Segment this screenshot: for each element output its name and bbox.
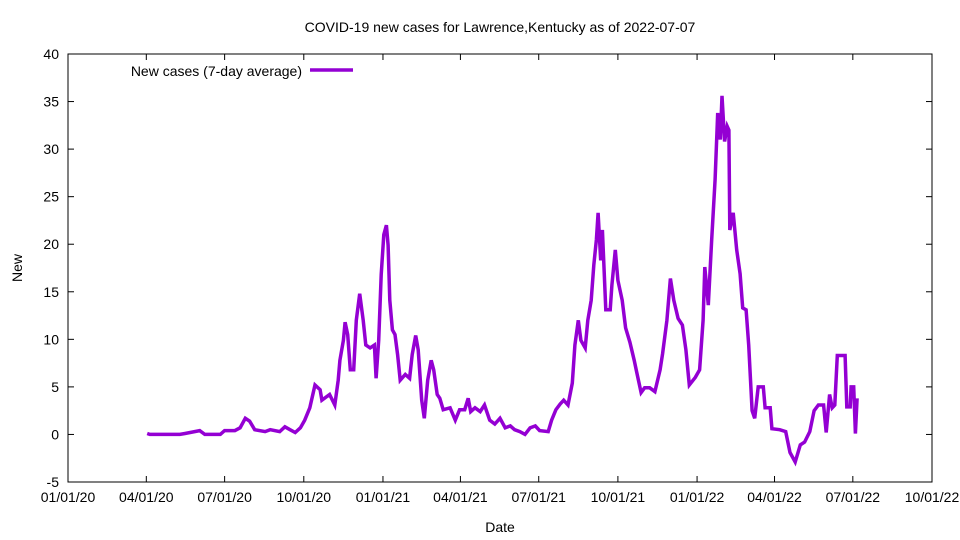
y-axis-label: New (9, 253, 25, 282)
x-tick-label: 04/01/22 (747, 489, 802, 505)
x-tick-label: 04/01/21 (433, 489, 488, 505)
legend: New cases (7-day average) (131, 63, 353, 79)
x-tick-label: 07/01/21 (511, 489, 566, 505)
x-tick-label: 01/01/20 (41, 489, 96, 505)
y-tick-label: 35 (43, 94, 59, 110)
legend-label: New cases (7-day average) (131, 63, 302, 79)
y-tick-label: 0 (51, 426, 59, 442)
x-tick-label: 04/01/20 (119, 489, 174, 505)
series-line-new-cases (146, 95, 859, 467)
y-tick-label: 30 (43, 141, 59, 157)
chart-title: COVID-19 new cases for Lawrence,Kentucky… (305, 19, 696, 35)
x-tick-label: 10/01/20 (277, 489, 332, 505)
x-tick-label: 10/01/22 (905, 489, 960, 505)
x-tick-label: 07/01/20 (197, 489, 252, 505)
x-tick-label: 01/01/21 (356, 489, 411, 505)
y-tick-label: 40 (43, 46, 59, 62)
x-tick-label: 07/01/22 (826, 489, 881, 505)
x-tick-label: 01/01/22 (670, 489, 725, 505)
y-tick-label: 5 (51, 379, 59, 395)
y-tick-label: -5 (47, 474, 60, 490)
x-axis-label: Date (485, 519, 515, 535)
y-tick-label: 15 (43, 284, 59, 300)
plot-frame (67, 53, 933, 483)
y-tick-label: 25 (43, 189, 59, 205)
y-tick-label: 20 (43, 236, 59, 252)
x-tick-label: 10/01/21 (591, 489, 646, 505)
y-tick-label: 10 (43, 331, 59, 347)
